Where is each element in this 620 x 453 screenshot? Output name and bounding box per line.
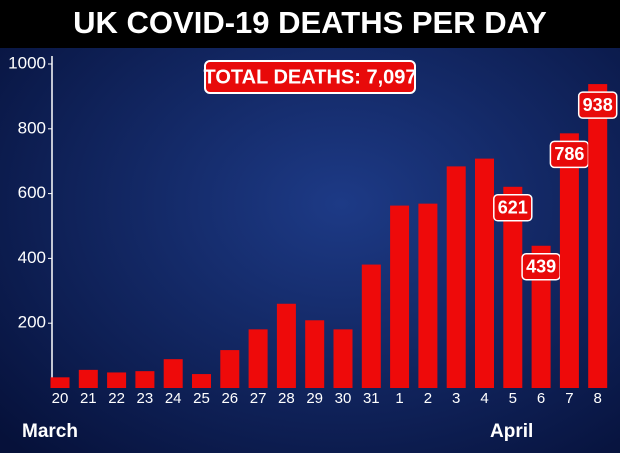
x-tick-label: 21 — [80, 390, 97, 407]
x-tick-label: 5 — [509, 390, 517, 407]
x-tick-label: 8 — [594, 390, 602, 407]
y-tick-label: 200 — [18, 313, 46, 332]
value-label: 439 — [526, 257, 556, 277]
x-tick-label: 30 — [335, 390, 352, 407]
bar — [248, 329, 268, 388]
bar — [390, 205, 410, 388]
x-tick-label: 24 — [165, 390, 182, 407]
value-label: 786 — [554, 144, 584, 164]
bar — [503, 186, 523, 388]
annotation: TOTAL DEATHS: 7,097 — [203, 66, 416, 88]
x-tick-label: 22 — [108, 390, 125, 407]
bar — [418, 203, 438, 388]
x-tick-label: 25 — [193, 390, 210, 407]
bar — [163, 359, 183, 388]
x-tick-label: 28 — [278, 390, 295, 407]
y-tick-label: 1000 — [8, 53, 46, 72]
y-tick-label: 600 — [18, 183, 46, 202]
bar — [135, 371, 155, 388]
bar — [50, 377, 70, 388]
x-tick-label: 7 — [565, 390, 573, 407]
x-tick-label: 23 — [137, 390, 154, 407]
bar — [305, 320, 325, 388]
value-label: 938 — [583, 95, 613, 115]
x-tick-label: 2 — [424, 390, 432, 407]
annotation-box — [204, 60, 416, 94]
value-label-box — [493, 194, 533, 222]
bar — [192, 374, 211, 388]
y-tick-label: 400 — [18, 248, 46, 267]
bar — [588, 84, 608, 388]
bar — [446, 166, 466, 388]
bar — [276, 303, 296, 388]
chart-title: UK COVID-19 DEATHS PER DAY — [73, 5, 547, 40]
x-tick-label: 20 — [52, 390, 69, 407]
value-label: 621 — [498, 198, 528, 218]
bar — [333, 329, 353, 388]
x-tick-label: 3 — [452, 390, 460, 407]
bar — [361, 264, 381, 388]
x-tick-label: 26 — [221, 390, 238, 407]
bar — [107, 372, 127, 388]
x-tick-label: 4 — [480, 390, 488, 407]
value-label-box — [577, 91, 618, 119]
x-tick-label: 31 — [363, 390, 380, 407]
y-tick-label: 800 — [18, 118, 46, 137]
bar — [78, 369, 98, 388]
bar — [220, 350, 240, 388]
bar — [559, 133, 579, 388]
x-tick-label: 6 — [537, 390, 545, 407]
x-tick-label: 1 — [395, 390, 403, 407]
bar — [531, 245, 551, 388]
month-label: April — [490, 421, 533, 442]
bar — [475, 158, 494, 388]
title-band — [0, 0, 620, 48]
x-tick-label: 29 — [306, 390, 323, 407]
x-tick-label: 27 — [250, 390, 267, 407]
month-label: March — [22, 421, 78, 442]
